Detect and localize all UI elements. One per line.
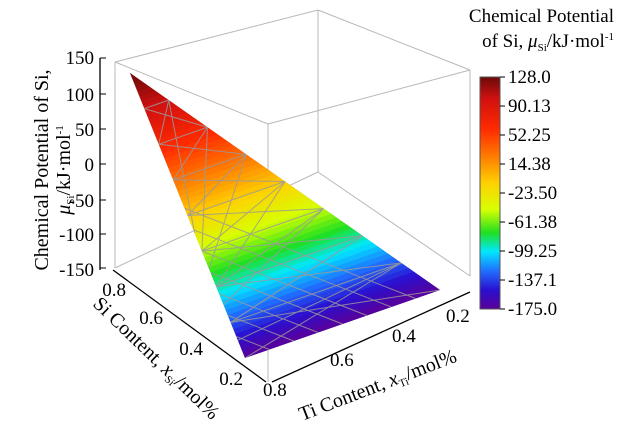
colorbar-tick-label: 52.25 bbox=[508, 125, 551, 146]
mesh-line bbox=[172, 126, 208, 181]
ti-tick-label: 0.6 bbox=[330, 350, 354, 371]
z-tick-label: 100 bbox=[66, 85, 95, 106]
ti-axis-ticks: 0.8 0.6 0.4 0.2 bbox=[263, 306, 470, 401]
mesh-line bbox=[237, 262, 402, 341]
colorbar-tick-label: -99.25 bbox=[508, 241, 557, 262]
mesh-line bbox=[158, 100, 170, 145]
colorbar-tick-label: 128.0 bbox=[508, 67, 551, 88]
z-tick-label: -150 bbox=[59, 260, 94, 281]
mesh-line bbox=[216, 262, 402, 288]
mesh-line bbox=[144, 108, 208, 128]
surface-plot bbox=[130, 73, 440, 358]
si-label-unit: /mol% bbox=[170, 371, 224, 424]
colorbar-title-unit: /kJ·mol bbox=[547, 31, 605, 52]
ti-axis-label: Ti Content, xTi/mol% bbox=[296, 345, 461, 427]
ti-axis-label-text: Ti Content, xTi/mol% bbox=[296, 345, 461, 427]
colorbar-tick-label: -23.50 bbox=[508, 183, 557, 204]
z-axis-label-line2: μSi/kJ·mol-1 bbox=[53, 125, 77, 216]
z-tick-label: 150 bbox=[66, 48, 95, 69]
si-tick-label: 0.6 bbox=[139, 308, 163, 329]
mesh-line bbox=[227, 314, 294, 342]
z-tick-label: -100 bbox=[59, 225, 94, 246]
mesh-line bbox=[210, 272, 343, 325]
ti-tick-label: 0.4 bbox=[392, 326, 416, 347]
mesh-line bbox=[144, 99, 169, 110]
mesh-line bbox=[193, 229, 392, 308]
mesh-line bbox=[218, 293, 319, 333]
colorbar: Chemical Potential of Si, μSi/kJ·mol-1 1… bbox=[469, 6, 614, 320]
mesh-line bbox=[244, 262, 402, 358]
mesh-line bbox=[215, 208, 325, 288]
colorbar-tick-label: 14.38 bbox=[508, 154, 551, 175]
mesh-line bbox=[223, 208, 325, 305]
ti-label-unit: /mol% bbox=[402, 345, 460, 385]
ti-tick-label: 0.2 bbox=[446, 306, 470, 327]
mesh-line bbox=[201, 235, 363, 252]
ti-tick-label: 0.8 bbox=[263, 380, 287, 401]
mesh-line bbox=[173, 179, 286, 182]
z-tick-label: 0 bbox=[85, 155, 95, 176]
colorbar-title-line2: of Si, μSi/kJ·mol-1 bbox=[482, 31, 614, 54]
ti-label-sub: Ti bbox=[398, 376, 411, 391]
z-label-sub: Si bbox=[65, 196, 77, 205]
z-axis-label: Chemical Potential of Si, μSi/kJ·mol-1 bbox=[31, 69, 77, 270]
si-axis-ticks: 0.8 0.6 0.4 0.2 bbox=[102, 280, 243, 390]
mesh-line bbox=[201, 208, 324, 252]
z-label-symbol: μ bbox=[53, 205, 75, 216]
mesh-line bbox=[187, 208, 324, 216]
mesh-line bbox=[184, 207, 416, 299]
mesh-line bbox=[230, 262, 402, 323]
colorbar-title-sub: Si bbox=[538, 42, 547, 54]
z-label-unit: /kJ·mol bbox=[53, 134, 75, 196]
si-axis-line bbox=[112, 269, 267, 383]
colorbar-tick-label: 90.13 bbox=[508, 96, 551, 117]
mesh-line bbox=[201, 181, 286, 252]
mesh-line bbox=[216, 235, 363, 288]
colorbar-tick-label: -61.38 bbox=[508, 212, 557, 233]
mesh-line bbox=[158, 126, 208, 145]
mesh-line bbox=[201, 250, 368, 316]
si-tick-label: 0.4 bbox=[179, 339, 203, 360]
si-tick-label: 0.8 bbox=[102, 280, 126, 301]
colorbar-tick-label: -175.0 bbox=[508, 299, 557, 320]
si-tick-label: 0.2 bbox=[219, 369, 243, 390]
colorbar-gradient bbox=[479, 76, 501, 310]
z-tick-label: 50 bbox=[75, 120, 94, 141]
z-axis-ticks: 150 100 50 0 -50 -100 -150 bbox=[59, 48, 106, 281]
z-label-unit-sup: -1 bbox=[54, 125, 66, 134]
colorbar-tick-label: -137.1 bbox=[508, 270, 557, 291]
z-axis-label-line1: Chemical Potential of Si, bbox=[31, 69, 53, 270]
colorbar-title-prefix: of Si, bbox=[482, 31, 528, 52]
mesh-line bbox=[201, 127, 208, 252]
si-label-prefix: Si Content, bbox=[89, 293, 173, 375]
colorbar-title-sup: -1 bbox=[605, 31, 614, 43]
colorbar-title-symbol: μ bbox=[527, 31, 538, 52]
mesh-line bbox=[230, 235, 363, 323]
ti-label-prefix: Ti Content, bbox=[296, 371, 393, 426]
z-tick-label: -50 bbox=[69, 191, 94, 212]
mesh-line bbox=[230, 289, 440, 323]
ti-axis-line bbox=[271, 291, 471, 383]
mesh-line bbox=[158, 143, 247, 155]
mesh-line bbox=[172, 153, 247, 181]
mesh-line bbox=[187, 154, 247, 216]
colorbar-title-line1: Chemical Potential bbox=[469, 6, 614, 27]
